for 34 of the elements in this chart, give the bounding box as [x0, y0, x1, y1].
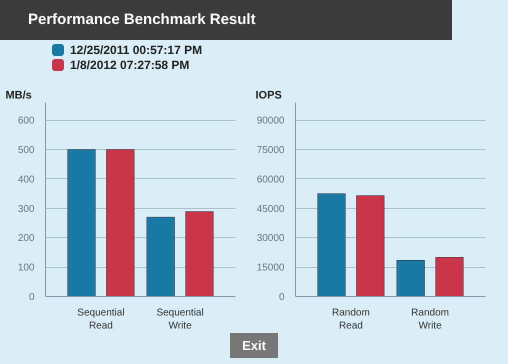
legend-item: 12/25/2011 00:57:17 PM: [52, 42, 202, 57]
y-tick-label: 60000: [256, 174, 285, 186]
legend-label: 12/25/2011 00:57:17 PM: [70, 42, 202, 56]
chart-title: Performance Benchmark Result: [0, 0, 452, 40]
x-tick-label: Random Write: [411, 308, 449, 332]
y-tick-label: 30000: [256, 233, 285, 244]
y-tick-label: 90000: [256, 116, 285, 127]
text: Exit: [230, 333, 278, 358]
bar: [435, 257, 464, 296]
y-tick-label: 300: [18, 204, 35, 215]
bar: [146, 216, 175, 296]
legend-label: 1/8/2012 07:27:58 PM: [70, 58, 190, 72]
y-axis-title: MB/s: [6, 90, 32, 102]
bar: [317, 193, 346, 296]
y-tick-label: 45000: [256, 204, 285, 215]
legend-item: 1/8/2012 07:27:58 PM: [52, 57, 190, 72]
x-tick-label: Random Read: [332, 308, 370, 332]
bar: [106, 149, 134, 296]
x-tick-label: Sequential Write: [156, 308, 204, 332]
x-tick-label: Sequential Read: [77, 308, 125, 332]
y-axis-title: IOPS: [256, 90, 282, 102]
y-tick-label: 200: [18, 233, 35, 244]
bar: [185, 211, 214, 296]
y-tick-label: 600: [18, 116, 35, 127]
y-tick-label: 0: [278, 292, 285, 303]
y-tick-label: 400: [18, 174, 35, 186]
bar: [396, 260, 425, 296]
bar: [67, 149, 96, 296]
bar: [356, 195, 384, 296]
y-tick-label: 15000: [256, 262, 285, 274]
y-tick-label: 500: [18, 145, 35, 156]
y-tick-label: 100: [18, 262, 35, 274]
y-tick-label: 0: [28, 292, 35, 303]
y-tick-label: 75000: [256, 145, 285, 156]
